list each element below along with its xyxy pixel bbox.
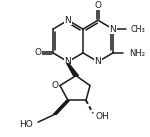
- Polygon shape: [54, 100, 69, 114]
- Text: O: O: [34, 48, 42, 57]
- Text: N: N: [65, 16, 71, 25]
- Polygon shape: [67, 64, 78, 76]
- Text: O: O: [94, 1, 102, 10]
- Text: HO: HO: [19, 120, 33, 129]
- Text: N: N: [110, 25, 116, 34]
- Text: N: N: [65, 57, 71, 66]
- Text: N: N: [95, 57, 101, 66]
- Text: OH: OH: [96, 112, 110, 121]
- Text: O: O: [52, 81, 59, 90]
- Text: NH₂: NH₂: [129, 49, 145, 58]
- Text: CH₃: CH₃: [131, 25, 146, 34]
